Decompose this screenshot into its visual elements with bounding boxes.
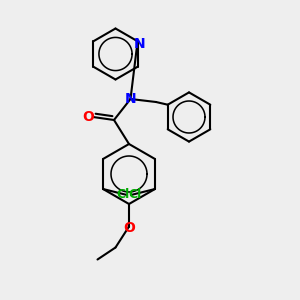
Text: Cl: Cl [128,188,141,202]
Text: N: N [133,37,145,51]
Text: O: O [123,221,135,235]
Text: Cl: Cl [117,188,130,202]
Text: O: O [82,110,94,124]
Text: N: N [125,92,136,106]
